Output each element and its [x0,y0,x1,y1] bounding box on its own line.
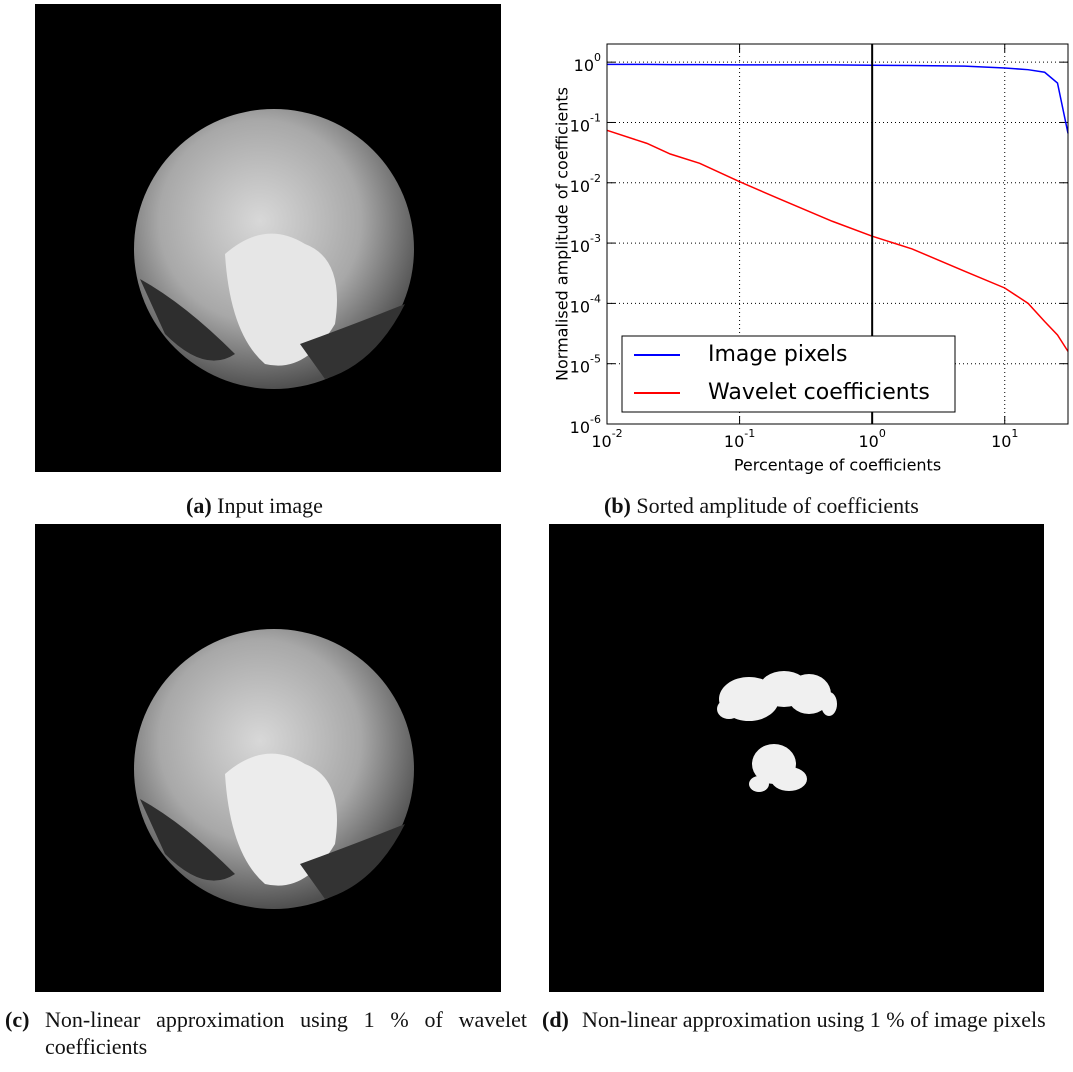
tick-base: 10 [858,432,878,451]
x-axis-label: Percentage of coefficients [734,456,941,475]
caption-text: Sorted amplitude of coefficients [636,493,919,518]
tick-label: 100 [574,51,601,75]
tick-label: 10-4 [570,292,601,316]
tick-base: 10 [591,432,611,451]
caption-label: (d) [542,1007,569,1032]
caption-c: (c) Non-linear approximation using 1 % o… [5,1006,527,1060]
caption-label: (b) [604,493,631,518]
caption-label: (a) [186,493,212,518]
approximation-pixel-image [549,524,1044,992]
series-line [606,129,1069,352]
tick-exponent: 1 [1011,427,1018,440]
tick-exponent: -2 [590,172,601,185]
y-axis-label: Normalised amplitude of coefficients [553,87,572,381]
tick-exponent: -4 [590,292,601,305]
tick-base: 10 [570,237,590,256]
tick-exponent: -1 [590,111,601,124]
tick-base: 10 [570,116,590,135]
tick-label: 101 [991,427,1018,451]
caption-text: Non-linear approximation using 1 % of wa… [45,1007,527,1059]
tick-exponent: -3 [590,232,601,245]
tick-label: 10-5 [570,353,601,377]
tick-base: 10 [570,418,590,437]
tick-base: 10 [570,297,590,316]
approximation-wavelet-image [35,524,501,992]
input-image [35,4,501,472]
caption-d: (d) Non-linear approximation using 1 % o… [542,1006,1068,1033]
legend-label: Image pixels [708,342,847,367]
caption-b: (b) Sorted amplitude of coefficients [604,492,1064,519]
tick-base: 10 [574,56,594,75]
tick-label: 100 [858,427,885,451]
tick-base: 10 [991,432,1011,451]
tick-base: 10 [570,176,590,195]
caption-label: (c) [5,1007,30,1032]
tick-label: 10-2 [570,172,601,196]
tick-label: 10-2 [591,427,622,451]
tick-exponent: -1 [744,427,755,440]
caption-text: Non-linear approximation using 1 % of im… [582,1007,1046,1032]
legend-label: Wavelet coefficients [708,380,930,405]
tick-label: 10-3 [570,232,601,256]
legend-box [621,335,956,413]
tick-label: 10-1 [570,111,601,135]
caption-text: Input image [217,493,323,518]
tick-label: 10-1 [724,427,755,451]
tick-exponent: 0 [594,51,601,64]
plot-frame [606,43,1069,425]
tick-base: 10 [570,357,590,376]
series-line [607,63,1069,134]
tick-label: 10-6 [570,413,601,437]
chart: 10-2 10-1 100 10110-610-510-410-310-210-110… [553,43,1069,475]
tick-exponent: -6 [590,413,601,426]
caption-a: (a) Input image [186,492,486,519]
tick-exponent: -5 [590,353,601,366]
tick-base: 10 [724,432,744,451]
tick-exponent: 0 [879,427,886,440]
tick-exponent: -2 [612,427,623,440]
